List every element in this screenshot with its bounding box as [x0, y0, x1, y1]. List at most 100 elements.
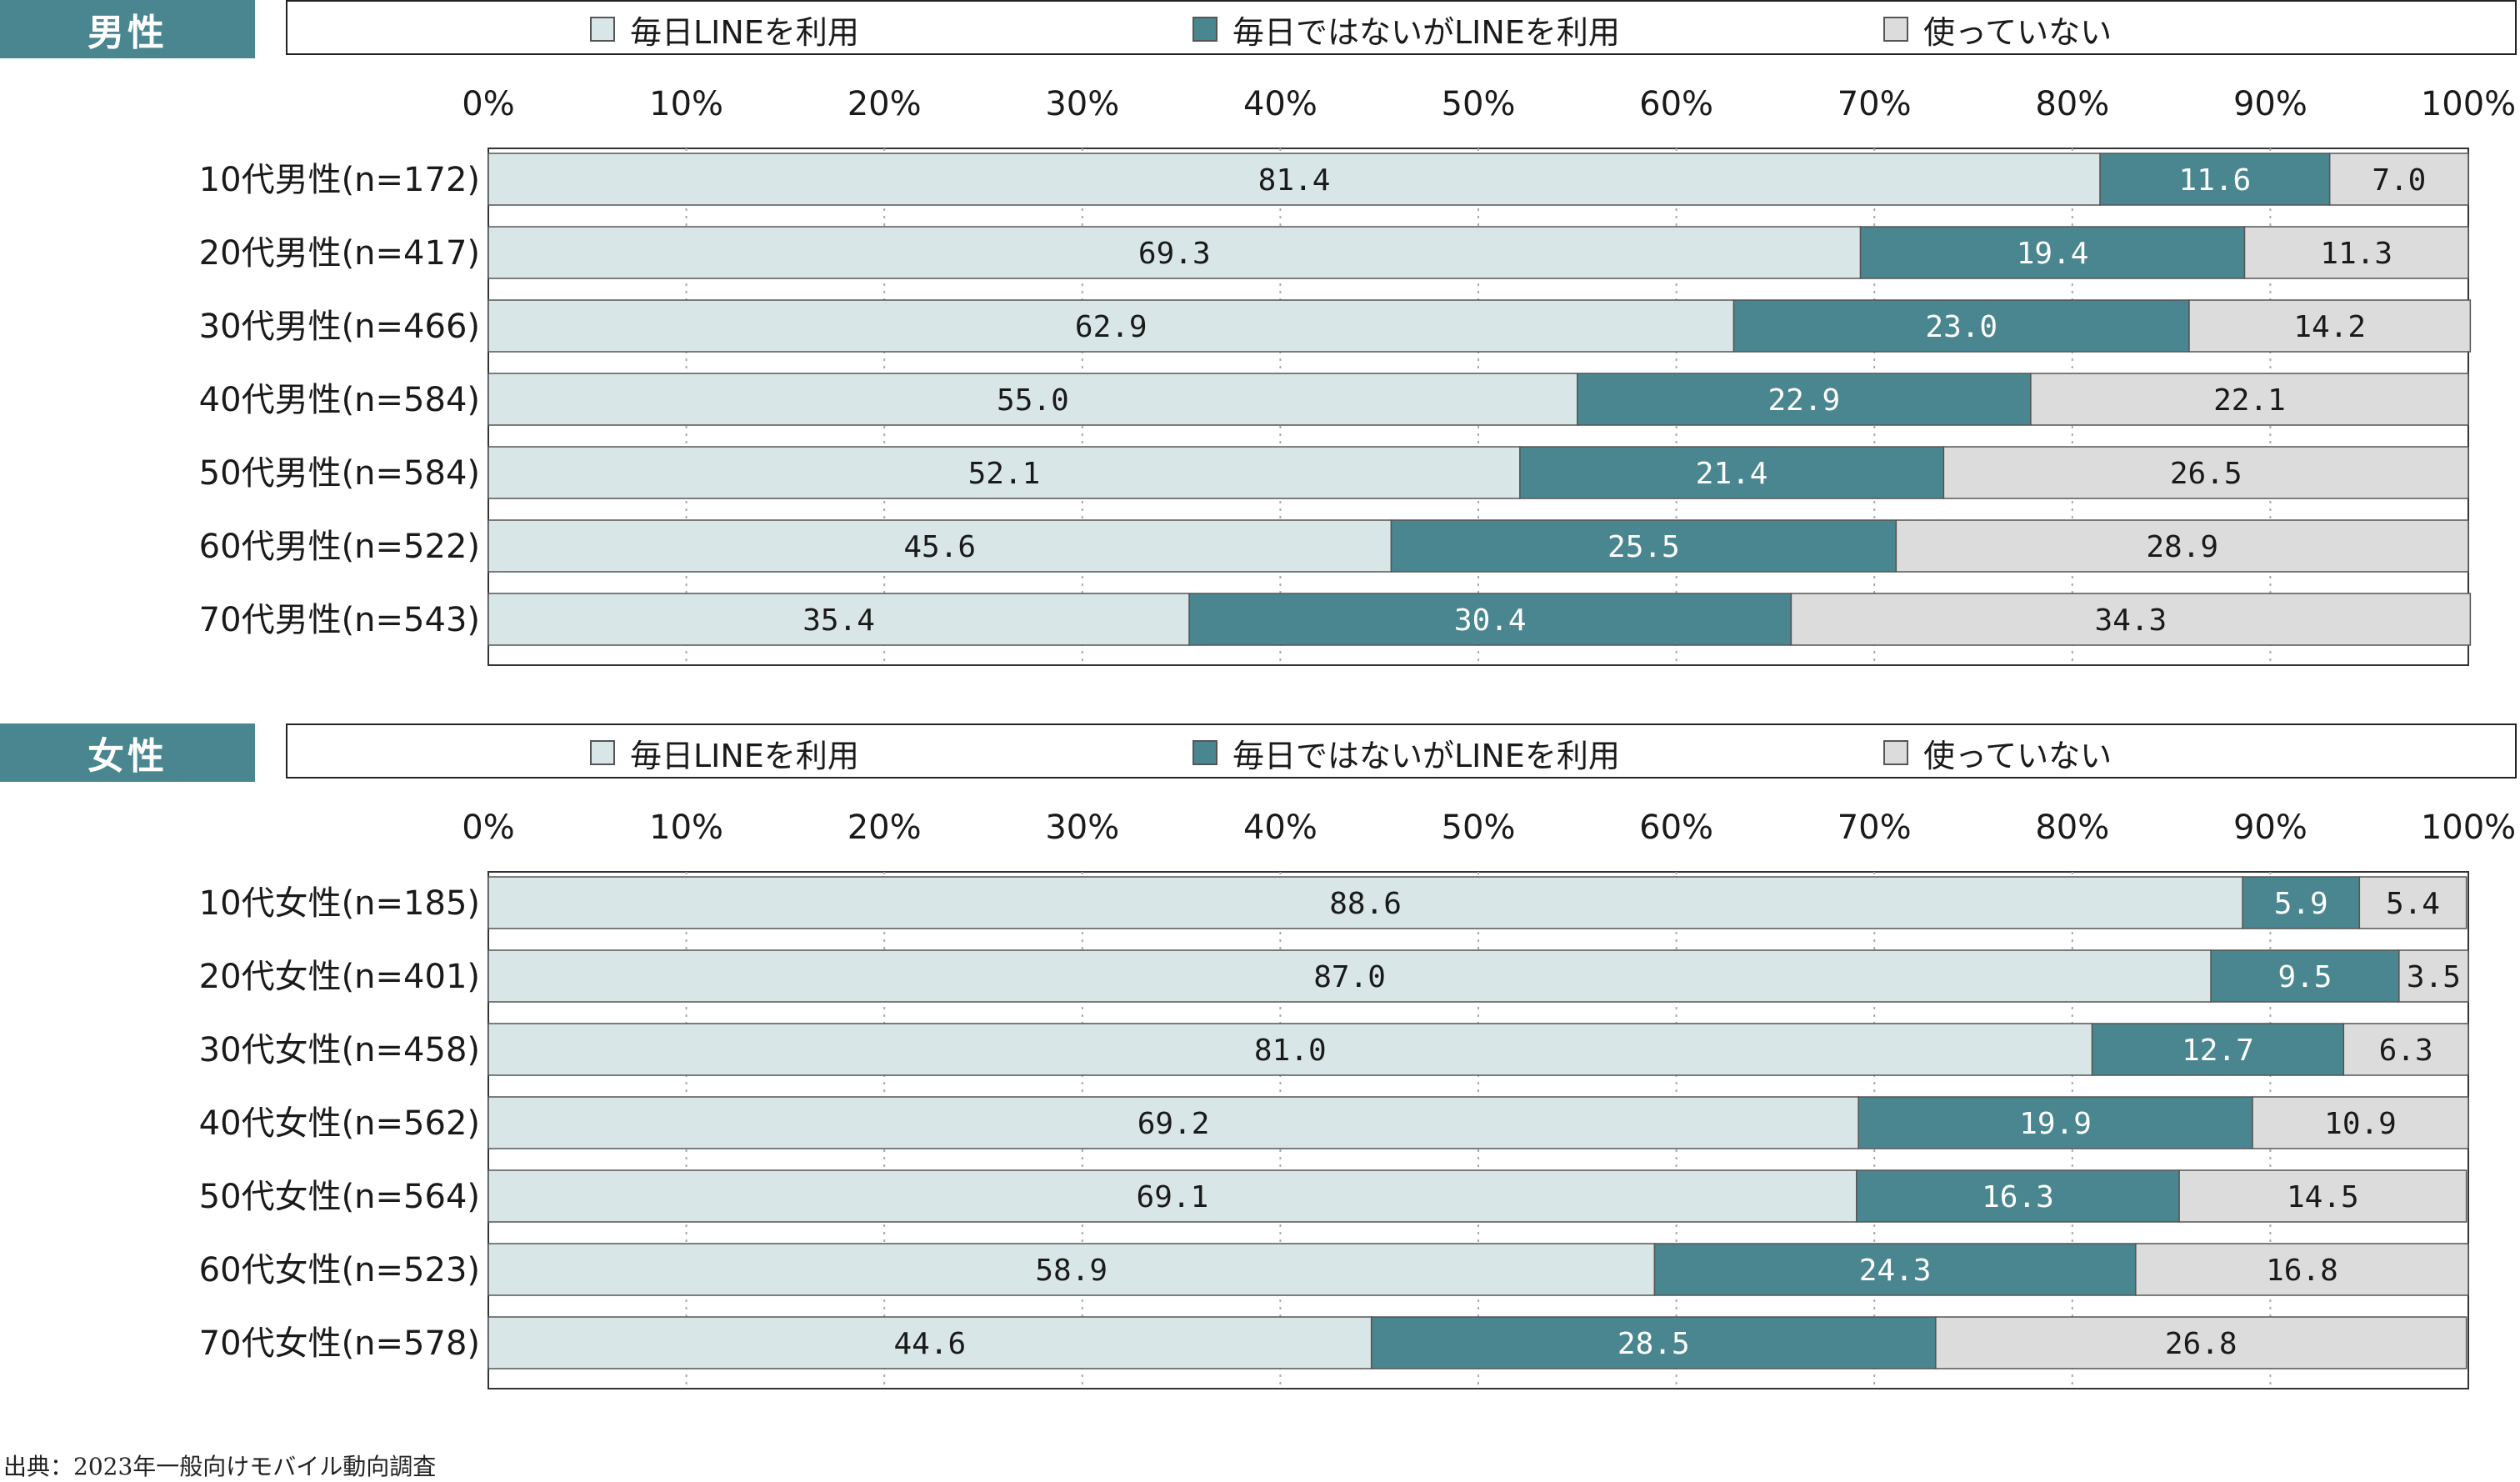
x-tick-label: 60%	[1639, 809, 1713, 847]
bar-segment-daily	[488, 299, 1735, 353]
bar-segment-not-daily	[2091, 1023, 2345, 1076]
data-label: 81.4	[1258, 163, 1331, 198]
x-tick-label: 40%	[1243, 809, 1318, 847]
x-tick-label: 0%	[462, 809, 514, 847]
bar-segment-unused	[1895, 519, 2469, 573]
x-tick-label: 40%	[1243, 85, 1318, 123]
x-tick-label: 30%	[1045, 85, 1119, 123]
data-label: 14.2	[2293, 310, 2366, 344]
bar-segment-daily	[488, 519, 1392, 573]
bar-segment-daily	[488, 226, 1862, 279]
data-label: 28.9	[2146, 530, 2218, 564]
bar-segment-daily	[488, 876, 2243, 929]
data-label: 69.3	[1138, 237, 1211, 271]
legend-label-daily: 毎日LINEを利用	[630, 737, 859, 774]
legend-swatch-daily	[590, 740, 615, 765]
data-label: 87.0	[1313, 960, 1386, 994]
bar-segment-daily	[488, 593, 1190, 646]
bar-segment-unused	[1942, 446, 2469, 499]
data-label: 6.3	[2379, 1034, 2433, 1068]
category-label: 70代男性(n=543)	[199, 601, 480, 639]
data-label: 44.6	[893, 1327, 966, 1361]
bar-segment-daily	[488, 153, 2101, 206]
data-label: 19.9	[2019, 1107, 2092, 1141]
bar-segment-daily	[488, 1096, 1859, 1149]
bar-segment-daily	[488, 1316, 1372, 1369]
bar-segment-not-daily	[1653, 1243, 2137, 1296]
category-label: 60代女性(n=523)	[199, 1251, 480, 1289]
data-label: 69.1	[1137, 1180, 1209, 1214]
data-label: 16.8	[2266, 1254, 2338, 1288]
bar-segment-not-daily	[1370, 1316, 1937, 1369]
source-note: 出典：2023年一般向けモバイル動向調査	[3, 1453, 437, 1480]
bar-segment-unused	[1935, 1316, 2468, 1369]
data-label: 88.6	[1329, 887, 1402, 921]
bar-segment-not-daily	[1856, 1169, 2180, 1223]
x-tick-label: 20%	[848, 85, 922, 123]
panel-title-male: 男性	[0, 0, 255, 58]
x-tick-label: 60%	[1639, 85, 1713, 123]
legend-swatch-daily	[590, 17, 615, 42]
data-label: 52.1	[968, 457, 1041, 491]
bar-segment-not-daily	[2210, 949, 2400, 1003]
legend-label-not-daily: 毎日ではないがLINEを利用	[1232, 737, 1620, 774]
data-label: 5.9	[2274, 887, 2328, 921]
data-label: 62.9	[1075, 310, 1148, 344]
bar-segment-daily	[488, 373, 1578, 426]
legend-item-not-daily: 毎日ではないがLINEを利用	[1192, 2, 1620, 57]
data-label: 81.0	[1254, 1034, 1327, 1068]
data-label: 26.5	[2170, 457, 2242, 491]
bar-segment-not-daily	[1732, 299, 2190, 353]
data-label: 25.5	[1608, 530, 1680, 564]
data-label: 34.3	[2095, 603, 2168, 638]
bar-segment-not-daily	[1859, 226, 2246, 279]
stacked-bar-chart-male: 0% 10% 20% 30% 40% 50% 60% 70% 80% 90% 100% 10代男性(n…	[199, 85, 2516, 666]
bar-segment-unused	[2328, 153, 2469, 206]
x-tick-label: 10%	[649, 85, 723, 123]
legend-label-unused: 使っていない	[1923, 737, 2112, 774]
category-label: 40代女性(n=562)	[199, 1104, 480, 1143]
bar-segment-unused	[2135, 1243, 2469, 1296]
bar-segment-unused	[1790, 593, 2472, 646]
x-tick-label: 70%	[1838, 809, 1912, 847]
bar-segment-daily	[488, 1169, 1858, 1223]
bar-segment-unused	[2398, 949, 2469, 1003]
category-label: 50代女性(n=564)	[199, 1178, 480, 1216]
data-label: 69.2	[1138, 1107, 1210, 1141]
x-tick-label: 90%	[2233, 85, 2308, 123]
data-label: 35.4	[802, 603, 875, 638]
legend-item-not-daily: 毎日ではないがLINEを利用	[1192, 725, 1620, 780]
legend-female: 毎日LINEを利用 毎日ではないがLINEを利用 使っていない	[286, 723, 2517, 779]
category-label: 60代男性(n=522)	[199, 528, 480, 566]
x-tick-label: 100%	[2421, 85, 2516, 123]
category-label: 20代女性(n=401)	[199, 958, 480, 996]
bar-segment-unused	[2358, 876, 2468, 929]
category-label: 30代女性(n=458)	[199, 1031, 480, 1069]
data-label: 58.9	[1035, 1254, 1108, 1288]
data-label: 3.5	[2407, 960, 2461, 994]
panel-title-female: 女性	[0, 723, 255, 782]
data-label: 22.9	[1768, 383, 1841, 418]
bar-segment-daily	[488, 1243, 1656, 1296]
bar-segment-unused	[2243, 226, 2469, 279]
legend-swatch-unused	[1883, 740, 1908, 765]
x-tick-label: 0%	[462, 85, 514, 123]
legend-label-daily: 毎日LINEを利用	[630, 13, 859, 51]
data-label: 45.6	[903, 530, 976, 564]
legend-item-unused: 使っていない	[1883, 2, 2112, 57]
x-tick-label: 90%	[2233, 809, 2308, 847]
legend-item-daily: 毎日LINEを利用	[590, 725, 859, 780]
data-label: 16.3	[1982, 1180, 2054, 1214]
legend-swatch-not-daily	[1192, 740, 1218, 765]
data-label: 22.1	[2213, 383, 2286, 418]
data-label: 12.7	[2182, 1034, 2254, 1068]
stacked-bar-chart-female: 0% 10% 20% 30% 40% 50% 60% 70% 80% 90% 100% 10代女性(n…	[199, 809, 2516, 1389]
category-label: 30代男性(n=466)	[199, 308, 480, 346]
legend-swatch-unused	[1883, 17, 1908, 42]
category-label: 50代男性(n=584)	[199, 454, 480, 493]
data-label: 11.6	[2179, 163, 2252, 198]
bar-segment-not-daily	[1577, 373, 2032, 426]
x-tick-label: 100%	[2421, 809, 2516, 847]
category-label: 10代女性(n=185)	[199, 884, 480, 923]
data-label: 30.4	[1454, 603, 1527, 638]
